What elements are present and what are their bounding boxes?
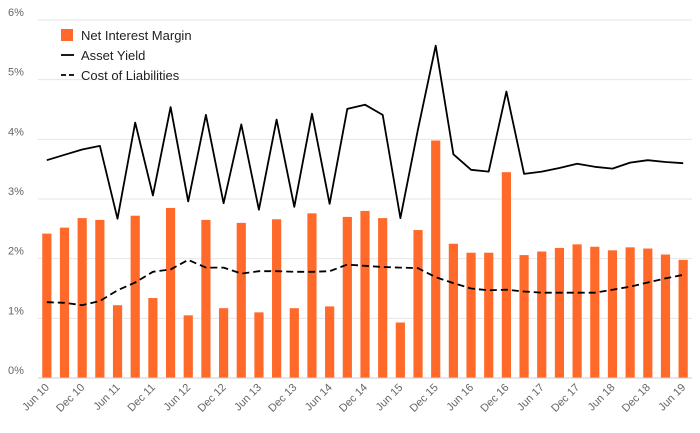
x-tick-label: Dec 10 — [54, 382, 87, 415]
nim-bar — [236, 222, 246, 378]
y-tick-label: 4% — [8, 126, 24, 138]
nim-bar — [254, 312, 264, 378]
x-tick-label: Jun 11 — [91, 382, 122, 413]
nim-bar — [165, 207, 176, 378]
x-tick-label: Dec 12 — [196, 382, 229, 415]
nim-bar — [554, 247, 565, 378]
x-tick-label: Dec 13 — [266, 382, 299, 415]
y-axis: 0% 1% 2% 3% 4% 5% 6% — [8, 7, 24, 377]
y-tick-label: 3% — [8, 186, 24, 198]
x-tick-label: Jun 16 — [444, 382, 476, 414]
x-tick-label: Dec 16 — [478, 382, 511, 415]
x-tick-label: Dec 17 — [549, 382, 582, 415]
nim-bar — [466, 252, 476, 378]
x-tick-label: Dec 14 — [337, 382, 370, 415]
nim-bar — [643, 248, 653, 378]
nim-bar — [272, 219, 282, 378]
x-tick-label: Jun 12 — [162, 382, 194, 414]
nim-bar — [307, 213, 317, 378]
legend-label-net-interest-margin: Net Interest Margin — [81, 28, 192, 43]
x-tick-label: Jun 18 — [586, 382, 618, 414]
legend: Net Interest Margin Asset Yield Cost of … — [61, 28, 192, 83]
y-tick-label: 5% — [8, 67, 24, 79]
nim-bar — [413, 230, 423, 378]
nim-bar — [42, 233, 52, 378]
nim-bar — [431, 140, 441, 378]
cost-of-liabilities-line — [46, 258, 684, 307]
nim-bar — [378, 218, 388, 378]
nim-bar — [112, 305, 123, 378]
x-tick-label: Dec 15 — [408, 382, 441, 415]
x-tick-label: Dec 18 — [620, 382, 653, 415]
x-tick-label: Dec 11 — [125, 382, 158, 415]
nim-bar — [519, 255, 529, 378]
legend-label-asset-yield: Asset Yield — [81, 48, 145, 63]
nim-bar — [77, 218, 87, 378]
x-axis: Jun 10 Dec 10 Jun 11 Dec 11 Jun 12 Dec 12 Jun … — [20, 377, 692, 415]
y-tick-label: 0% — [8, 365, 24, 377]
nim-bar — [678, 259, 688, 378]
x-tick-label: Jun 15 — [374, 382, 406, 414]
asset-yield-line — [46, 44, 684, 220]
nim-bar — [607, 250, 618, 378]
nim-bar — [95, 219, 105, 378]
x-tick-label: Jun 13 — [232, 382, 264, 414]
nim-bar — [537, 251, 547, 378]
y-tick-label: 2% — [8, 246, 24, 258]
nim-bar — [201, 219, 211, 378]
y-tick-label: 6% — [8, 7, 24, 19]
nim-bars — [42, 140, 688, 378]
nim-bar — [484, 252, 494, 378]
nim-bar — [218, 308, 229, 378]
nim-bar — [572, 244, 582, 378]
nim-bar — [501, 172, 512, 378]
nim-bar — [590, 246, 600, 378]
nim-bar — [148, 298, 158, 378]
nim-bar — [183, 315, 193, 378]
grid — [38, 19, 692, 319]
x-tick-label: Jun 17 — [515, 382, 547, 414]
nim-bar — [660, 254, 671, 378]
nim-bar — [325, 306, 335, 378]
nim-bar — [130, 215, 140, 378]
nim-bar — [395, 322, 405, 378]
y-tick-label: 1% — [8, 305, 24, 317]
line-series — [46, 44, 684, 307]
x-tick-label: Jun 14 — [303, 382, 335, 414]
nim-bar — [625, 247, 635, 378]
x-tick-label: Jun 10 — [20, 382, 52, 414]
legend-swatch-net-interest-margin — [61, 29, 73, 41]
nim-bar — [448, 243, 458, 378]
legend-label-cost-of-liabilities: Cost of Liabilities — [81, 68, 180, 83]
nim-bar — [360, 210, 370, 378]
nim-bar — [342, 216, 352, 378]
nim-bar — [289, 308, 299, 378]
x-tick-label: Jun 19 — [656, 382, 688, 414]
